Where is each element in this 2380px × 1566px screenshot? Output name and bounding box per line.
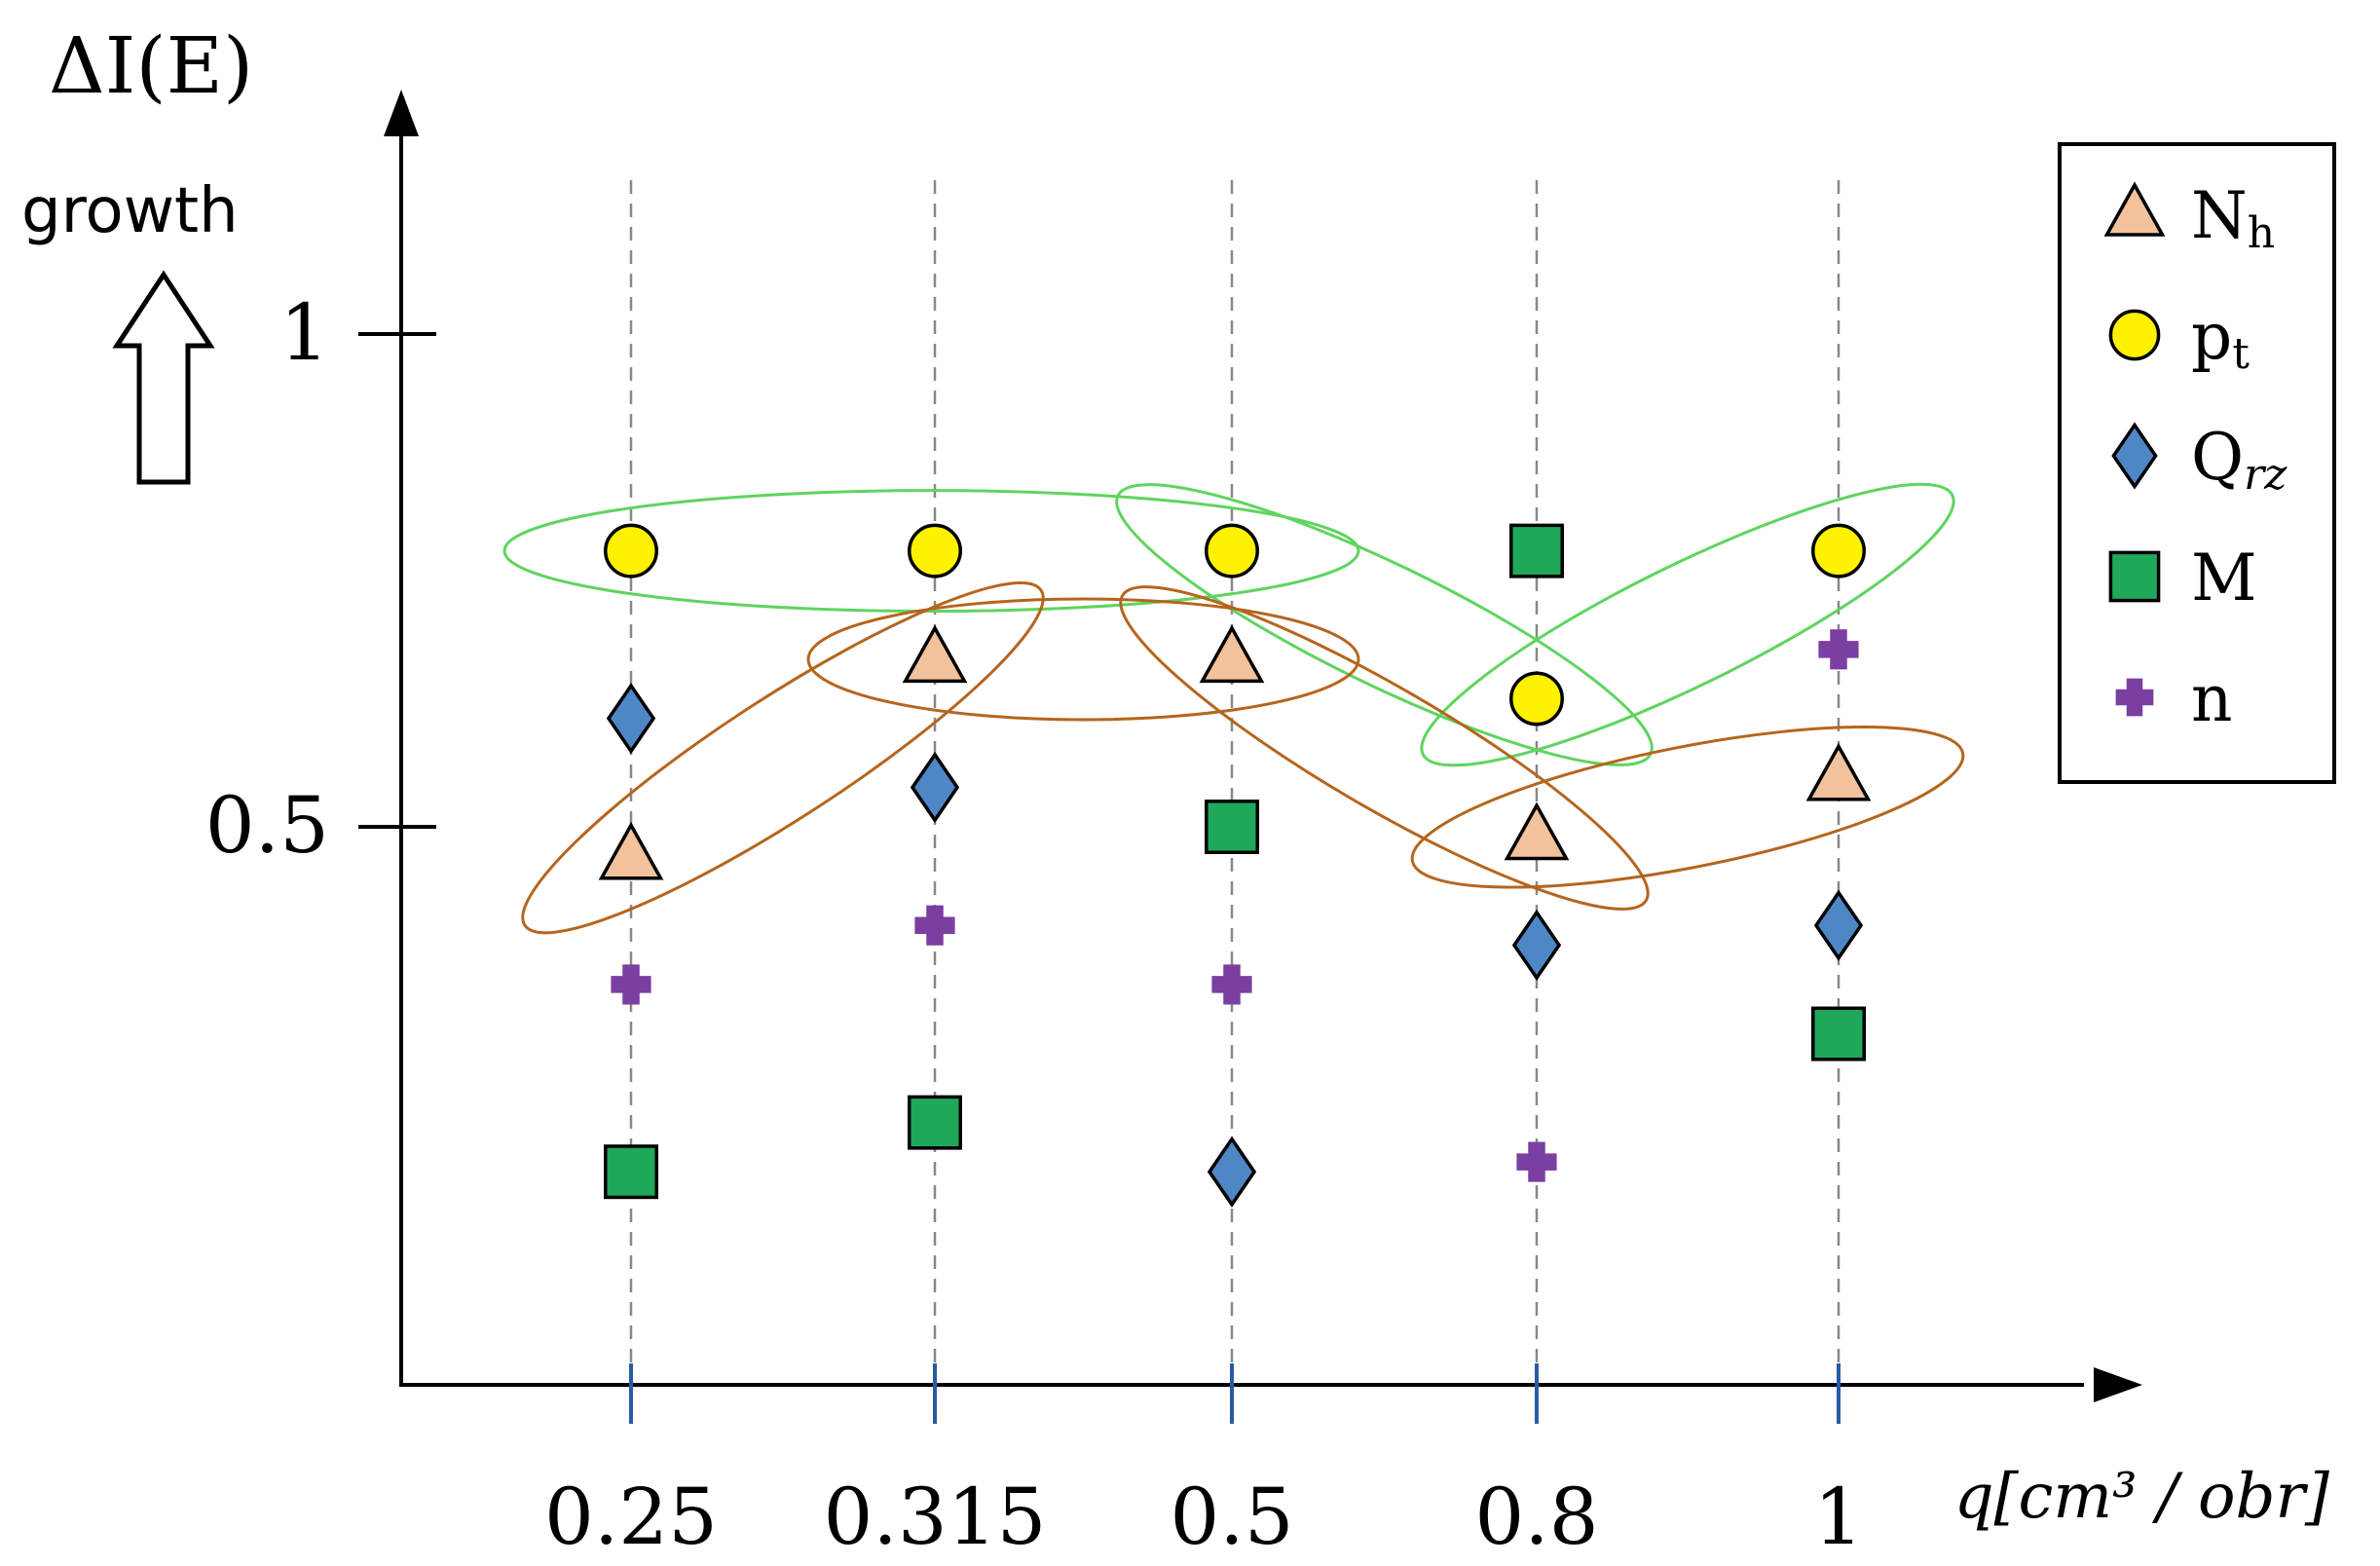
x-tick-label: 0.5 [1170, 1472, 1293, 1562]
marker-Qrz-0.5 [1207, 1136, 1257, 1208]
group-ellipse-3 [521, 581, 1045, 935]
x-tick-label: 0.315 [823, 1472, 1046, 1562]
y-axis-title: ΔI(E) [49, 20, 253, 111]
data-markers [598, 523, 1872, 1208]
axes [384, 90, 2142, 1402]
legend-label-M: M [2191, 541, 2257, 615]
group-ellipse-5 [1119, 585, 1650, 911]
growth-label: growth [21, 175, 239, 247]
marker-Nh-0.315 [902, 624, 968, 684]
legend-label-Nh: Nh [2191, 178, 2275, 258]
marker-M-0.8 [1509, 523, 1564, 578]
group-ellipse-6 [1410, 726, 1965, 889]
group-ellipse-2 [1420, 482, 1955, 767]
marker-n-0.25 [611, 964, 651, 1005]
legend-label-Qrz: Qrz [2191, 420, 2287, 500]
marker-pt-0.5 [1205, 523, 1259, 578]
growth-arrow-icon [112, 270, 215, 485]
group-ellipse-0 [502, 489, 1360, 614]
y-axis-arrowhead [384, 90, 419, 136]
marker-Nh-0.5 [1199, 624, 1265, 684]
marker-M-0.25 [604, 1144, 658, 1200]
legend-marker-M [2108, 550, 2161, 603]
marker-M-0.5 [1205, 800, 1259, 854]
group-ellipses [502, 482, 1965, 935]
y-tick-label: 0.5 [205, 780, 329, 871]
marker-pt-0.315 [908, 523, 962, 578]
group-ellipse-4 [806, 597, 1360, 722]
marker-Nh-1 [1805, 742, 1872, 802]
legend: Nh pt Qrz Mn [2058, 142, 2336, 784]
x-tick-label: 1 [1814, 1472, 1864, 1562]
marker-n-0.8 [1516, 1141, 1557, 1182]
grid-layer [629, 180, 1841, 1385]
legend-marker-n [2115, 678, 2154, 717]
marker-Qrz-1 [1813, 889, 1864, 961]
legend-label-pt: pt [2191, 299, 2250, 379]
marker-Qrz-0.8 [1511, 909, 1562, 982]
y-ticks: 10.5 [205, 287, 436, 871]
marker-M-1 [1811, 1006, 1866, 1062]
marker-pt-0.25 [604, 523, 658, 578]
legend-label-n: n [2191, 661, 2233, 736]
marker-n-0.5 [1211, 964, 1252, 1005]
x-axis-arrowhead [2094, 1367, 2142, 1402]
y-tick-label: 1 [279, 287, 329, 378]
marker-pt-1 [1811, 523, 1866, 578]
legend-marker-Nh [2103, 181, 2166, 237]
x-axis-title: q[cm³ / obr] [1954, 1461, 2330, 1533]
legend-box [2058, 142, 2336, 784]
marker-Nh-0.25 [598, 821, 664, 880]
marker-Nh-0.8 [1504, 802, 1570, 861]
marker-pt-0.8 [1509, 671, 1564, 727]
group-ellipse-1 [1115, 483, 1654, 766]
legend-marker-pt [2108, 309, 2161, 361]
marker-Qrz-0.315 [910, 751, 960, 824]
x-tick-label: 0.25 [544, 1472, 718, 1562]
legend-marker-Qrz [2111, 422, 2158, 490]
x-ticks: 0.25 0.315 0.5 0.8 1 [544, 1363, 1864, 1562]
x-tick-label: 0.8 [1474, 1472, 1598, 1562]
marker-M-0.315 [908, 1095, 962, 1150]
marker-n-1 [1818, 629, 1859, 670]
marker-Qrz-0.25 [606, 682, 656, 755]
marker-n-0.315 [914, 905, 955, 946]
